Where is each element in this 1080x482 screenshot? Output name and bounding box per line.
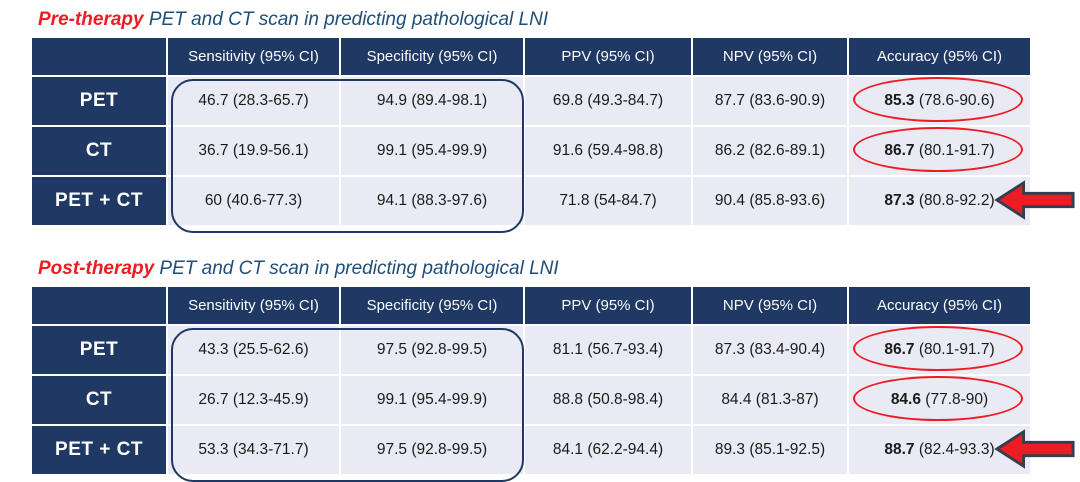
column-header-npv: NPV (95% CI): [693, 38, 847, 75]
post-petct-sensitivity-cell: 53.3 (34.3-71.7): [168, 426, 339, 474]
pre-ct-npv-cell: 86.2 (82.6-89.1): [693, 127, 847, 175]
post-therapy-title-rest: PET and CT scan in predicting pathologic…: [154, 258, 559, 279]
post-petct-npv-cell: 89.3 (85.1-92.5): [693, 426, 847, 474]
post-pet-row-label: PET: [32, 326, 166, 374]
post-pet-specificity-cell: 97.5 (92.8-99.5): [341, 326, 523, 374]
corner-header-cell: [32, 38, 166, 75]
pre-petct-accuracy-cell: 87.3 (80.8-92.2): [849, 177, 1075, 225]
pre-petct-npv-cell: 90.4 (85.8-93.6): [693, 177, 847, 225]
table-row: CT 36.7 (19.9-56.1) 99.1 (95.4-99.9) 91.…: [32, 127, 1030, 175]
red-arrow-icon: [994, 180, 1075, 220]
pre-therapy-table-wrap: Sensitivity (95% CI) Specificity (95% CI…: [30, 36, 1075, 233]
table-row: PET + CT 53.3 (34.3-71.7) 97.5 (92.8-99.…: [32, 426, 1075, 474]
pre-ct-sensitivity-cell: 36.7 (19.9-56.1): [168, 127, 339, 175]
pre-pet-accuracy-cell: 85.3 (78.6-90.6): [849, 77, 1030, 125]
pre-petct-sensitivity-cell: 60 (40.6-77.3): [168, 177, 339, 225]
post-pet-npv-cell: 87.3 (83.4-90.4): [693, 326, 847, 374]
accuracy-ci: (78.6-90.6): [914, 92, 995, 109]
post-petct-accuracy-cell: 88.7 (82.4-93.3): [849, 426, 1075, 474]
post-pet-sensitivity-cell: 43.3 (25.5-62.6): [168, 326, 339, 374]
post-ct-npv-cell: 84.4 (81.3-87): [693, 376, 847, 424]
accuracy-value: 86.7: [884, 341, 915, 358]
post-ct-row-label: CT: [32, 376, 166, 424]
table-row: CT 26.7 (12.3-45.9) 99.1 (95.4-99.9) 88.…: [32, 376, 1030, 424]
column-header-npv: NPV (95% CI): [693, 287, 847, 324]
post-therapy-title: Post-therapy PET and CT scan in predicti…: [38, 257, 1080, 281]
post-ct-ppv-cell: 88.8 (50.8-98.4): [525, 376, 691, 424]
table-row: PET 43.3 (25.5-62.6) 97.5 (92.8-99.5) 81…: [32, 326, 1030, 374]
pre-therapy-title-rest: PET and CT scan in predicting pathologic…: [143, 9, 549, 30]
accuracy-ci: (80.8-92.2): [914, 192, 995, 209]
post-therapy-table-wrap: Sensitivity (95% CI) Specificity (95% CI…: [30, 285, 1075, 482]
accuracy-value: 85.3: [884, 92, 915, 109]
post-pet-ppv-cell: 81.1 (56.7-93.4): [525, 326, 691, 374]
column-header-accuracy: Accuracy (95% CI): [849, 38, 1030, 75]
pre-pet-npv-cell: 87.7 (83.6-90.9): [693, 77, 847, 125]
red-arrow-icon: [994, 429, 1075, 469]
post-therapy-table: Sensitivity (95% CI) Specificity (95% CI…: [30, 285, 1075, 476]
post-petct-ppv-cell: 84.1 (62.2-94.4): [525, 426, 691, 474]
accuracy-value: 84.6: [890, 391, 921, 408]
column-header-ppv: PPV (95% CI): [525, 38, 691, 75]
corner-header-cell: [32, 287, 166, 324]
accuracy-ci: (77.8-90): [920, 391, 989, 408]
column-header-specificity: Specificity (95% CI): [341, 38, 523, 75]
pre-therapy-table: Sensitivity (95% CI) Specificity (95% CI…: [30, 36, 1075, 227]
header-row: Sensitivity (95% CI) Specificity (95% CI…: [32, 287, 1030, 324]
column-header-accuracy: Accuracy (95% CI): [849, 287, 1030, 324]
column-header-ppv: PPV (95% CI): [525, 287, 691, 324]
post-petct-row-label: PET + CT: [32, 426, 166, 474]
pre-petct-specificity-cell: 94.1 (88.3-97.6): [341, 177, 523, 225]
accuracy-ci: (80.1-91.7): [914, 142, 995, 159]
column-header-sensitivity: Sensitivity (95% CI): [168, 38, 339, 75]
post-ct-accuracy-cell: 84.6 (77.8-90): [849, 376, 1030, 424]
pre-therapy-section: Pre-therapy PET and CT scan in predictin…: [0, 0, 1080, 233]
column-header-sensitivity: Sensitivity (95% CI): [168, 287, 339, 324]
post-petct-specificity-cell: 97.5 (92.8-99.5): [341, 426, 523, 474]
accuracy-ci: (80.1-91.7): [914, 341, 995, 358]
pre-therapy-title: Pre-therapy PET and CT scan in predictin…: [38, 8, 1080, 32]
accuracy-value: 86.7: [884, 142, 915, 159]
post-therapy-section: Post-therapy PET and CT scan in predicti…: [0, 257, 1080, 482]
accuracy-value: 87.3: [884, 192, 915, 209]
pre-pet-sensitivity-cell: 46.7 (28.3-65.7): [168, 77, 339, 125]
pre-pet-ppv-cell: 69.8 (49.3-84.7): [525, 77, 691, 125]
pre-pet-row-label: PET: [32, 77, 166, 125]
pre-ct-row-label: CT: [32, 127, 166, 175]
pre-ct-ppv-cell: 91.6 (59.4-98.8): [525, 127, 691, 175]
post-therapy-title-highlight: Post-therapy: [38, 258, 155, 279]
header-row: Sensitivity (95% CI) Specificity (95% CI…: [32, 38, 1030, 75]
pre-pet-specificity-cell: 94.9 (89.4-98.1): [341, 77, 523, 125]
pre-ct-accuracy-cell: 86.7 (80.1-91.7): [849, 127, 1030, 175]
pre-petct-row-label: PET + CT: [32, 177, 166, 225]
post-ct-sensitivity-cell: 26.7 (12.3-45.9): [168, 376, 339, 424]
pre-therapy-title-highlight: Pre-therapy: [38, 9, 144, 30]
column-header-specificity: Specificity (95% CI): [341, 287, 523, 324]
pre-ct-specificity-cell: 99.1 (95.4-99.9): [341, 127, 523, 175]
table-row: PET 46.7 (28.3-65.7) 94.9 (89.4-98.1) 69…: [32, 77, 1030, 125]
accuracy-ci: (82.4-93.3): [914, 441, 995, 458]
post-ct-specificity-cell: 99.1 (95.4-99.9): [341, 376, 523, 424]
table-row: PET + CT 60 (40.6-77.3) 94.1 (88.3-97.6)…: [32, 177, 1075, 225]
post-pet-accuracy-cell: 86.7 (80.1-91.7): [849, 326, 1030, 374]
accuracy-value: 88.7: [884, 441, 915, 458]
pre-petct-ppv-cell: 71.8 (54-84.7): [525, 177, 691, 225]
